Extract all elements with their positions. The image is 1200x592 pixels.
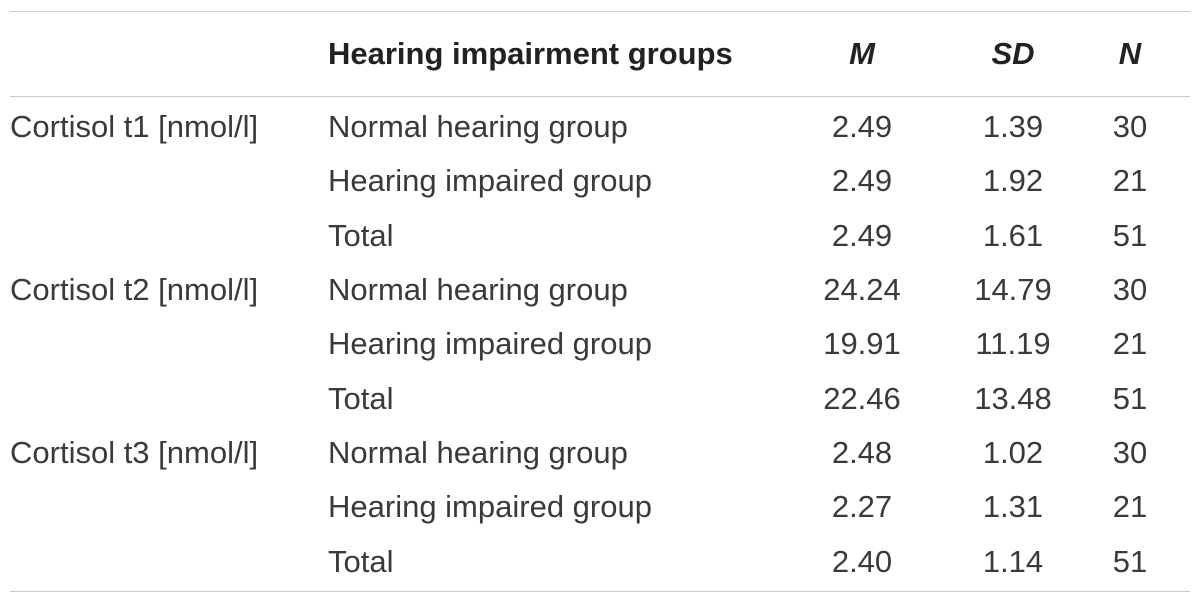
- cell-m: 22.46: [823, 380, 901, 416]
- cell-sd: 1.02: [982, 434, 1044, 470]
- cell-sd: 1.14: [982, 543, 1044, 579]
- cell-m: 2.40: [831, 543, 893, 579]
- header-n: N: [1118, 36, 1142, 71]
- cell-m: 2.27: [831, 489, 893, 525]
- cell-m: 24.24: [823, 272, 901, 308]
- cell-sd: 14.79: [974, 272, 1052, 308]
- cell-measure: Cortisol t3 [nmol/l]: [10, 434, 259, 470]
- header-measure: [10, 12, 328, 96]
- cell-sd: 1.61: [982, 217, 1044, 253]
- cell-group: Normal hearing group: [328, 109, 628, 145]
- cell-n: 30: [1112, 434, 1148, 470]
- cell-sd: 11.19: [975, 326, 1051, 362]
- cell-group: Normal hearing group: [328, 434, 628, 470]
- cell-group: Total: [328, 543, 394, 579]
- table-row: Hearing impaired group 2.49 1.92 21: [10, 154, 1190, 208]
- table-header: Hearing impairment groups M SD N: [10, 12, 1190, 96]
- cell-n: 21: [1112, 489, 1148, 525]
- cell-n: 51: [1112, 380, 1148, 416]
- cell-m: 2.49: [831, 217, 893, 253]
- cortisol-table: Hearing impairment groups M SD N Cortiso…: [10, 12, 1190, 589]
- cell-measure: [10, 154, 328, 208]
- table-row: Total 2.49 1.61 51: [10, 209, 1190, 263]
- header-row: Hearing impairment groups M SD N: [10, 12, 1190, 96]
- cell-n: 30: [1112, 109, 1148, 145]
- table-row: Cortisol t3 [nmol/l] Normal hearing grou…: [10, 426, 1190, 480]
- cell-group: Total: [328, 380, 394, 416]
- table-row: Cortisol t1 [nmol/l] Normal hearing grou…: [10, 96, 1190, 154]
- cell-measure: Cortisol t1 [nmol/l]: [10, 109, 259, 145]
- cell-m: 19.91: [823, 326, 901, 362]
- cell-n: 21: [1112, 326, 1148, 362]
- table-top-rule: [10, 11, 1190, 12]
- cell-n: 21: [1112, 163, 1148, 199]
- header-m: M: [849, 36, 875, 71]
- cell-measure: [10, 534, 328, 588]
- cell-measure: [10, 209, 328, 263]
- cell-sd: 1.92: [982, 163, 1044, 199]
- table-row: Cortisol t2 [nmol/l] Normal hearing grou…: [10, 263, 1190, 317]
- cell-sd: 13.48: [974, 380, 1052, 416]
- cell-group: Normal hearing group: [328, 272, 628, 308]
- cell-m: 2.49: [831, 163, 893, 199]
- cell-n: 30: [1112, 272, 1148, 308]
- cell-m: 2.49: [831, 109, 893, 145]
- cell-n: 51: [1112, 217, 1148, 253]
- table-row: Hearing impaired group 19.91 11.19 21: [10, 317, 1190, 371]
- cell-measure: [10, 480, 328, 534]
- header-sd: SD: [991, 36, 1035, 71]
- cell-sd: 1.31: [982, 489, 1044, 525]
- table-row: Total 22.46 13.48 51: [10, 371, 1190, 425]
- cell-measure: [10, 317, 328, 371]
- table-body: Cortisol t1 [nmol/l] Normal hearing grou…: [10, 96, 1190, 589]
- cell-sd: 1.39: [982, 109, 1044, 145]
- header-group: Hearing impairment groups: [328, 36, 733, 71]
- cell-group: Hearing impaired group: [328, 326, 652, 362]
- cell-group: Hearing impaired group: [328, 163, 652, 199]
- cell-measure: Cortisol t2 [nmol/l]: [10, 272, 259, 308]
- cell-group: Total: [328, 217, 394, 253]
- cell-m: 2.48: [831, 434, 893, 470]
- table-header-rule: [10, 96, 1190, 97]
- table-row: Hearing impaired group 2.27 1.31 21: [10, 480, 1190, 534]
- cell-measure: [10, 371, 328, 425]
- cell-group: Hearing impaired group: [328, 489, 652, 525]
- cell-n: 51: [1112, 543, 1148, 579]
- table-row: Total 2.40 1.14 51: [10, 534, 1190, 588]
